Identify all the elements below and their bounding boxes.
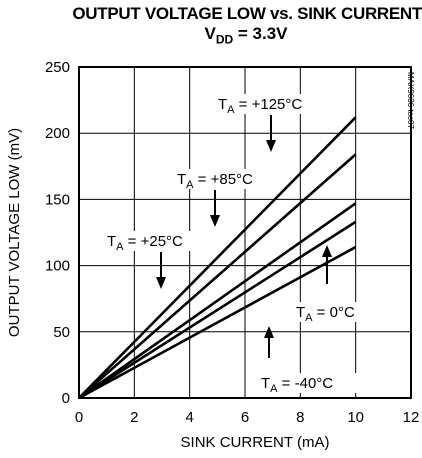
annotation-bg [216, 94, 318, 114]
series-lines [78, 116, 357, 400]
x-tick-label: 0 [75, 409, 83, 426]
x-tick-label: 2 [130, 409, 138, 426]
series-annotation-label: TA = +85°C [177, 171, 253, 191]
annotations: TA = +125°C TA = +85°C TA = +25°C TA = 0°C T… [105, 94, 396, 395]
subtitle-sub: DD [215, 32, 234, 47]
y-tick-labels: 0 50 100 150 200 250 [45, 59, 70, 407]
x-tick-label: 6 [241, 409, 249, 426]
y-tick-label: 200 [45, 125, 70, 142]
annotation-arrow-head [210, 215, 220, 227]
y-axis-label: OUTPUT VOLTAGE LOW (mV) [6, 128, 23, 337]
x-axis-label: SINK CURRENT (mA) [181, 434, 330, 451]
y-tick-label: 100 [45, 258, 70, 275]
subtitle-rest: = 3.3V [233, 24, 288, 43]
y-tick-label: 250 [45, 59, 70, 76]
annotation-arrow-head [322, 245, 332, 257]
x-tick-label: 8 [296, 409, 304, 426]
series-annotation-label: TA = 0°C [296, 304, 355, 324]
y-tick-label: 0 [62, 390, 70, 407]
x-tick-label: 12 [403, 409, 420, 426]
series-line [78, 202, 357, 400]
series-line [78, 153, 357, 399]
annotation-arrow-head [264, 326, 274, 338]
grid [79, 67, 411, 398]
y-tick-label: 150 [45, 191, 70, 208]
series-annotation-label: TA = +25°C [107, 233, 183, 253]
chart-subtitle: VDD = 3.3V [0, 24, 422, 46]
x-tick-label: 4 [185, 409, 193, 426]
x-tick-label: 10 [347, 409, 364, 426]
annotation-arrow-head [156, 277, 166, 289]
watermark: MAX9636 toc07 [406, 72, 415, 129]
chart-title: OUTPUT VOLTAGE LOW vs. SINK CURRENT [72, 4, 422, 23]
series-annotation-label: TA = -40°C [261, 375, 333, 395]
series-annotation-label: TA = +125°C [218, 96, 302, 116]
y-tick-label: 50 [53, 324, 70, 341]
annotation-bg [294, 302, 396, 322]
plot-frame [78, 66, 412, 399]
x-tick-labels: 0 2 4 6 8 10 12 [75, 409, 420, 426]
subtitle-v: V [204, 24, 216, 43]
annotation-bg [259, 373, 361, 393]
annotation-arrow-head [266, 140, 276, 152]
series-line [78, 116, 357, 399]
annotation-bg [105, 231, 207, 251]
series-line [78, 220, 357, 400]
annotation-bg [175, 169, 277, 189]
series-line [78, 245, 357, 400]
